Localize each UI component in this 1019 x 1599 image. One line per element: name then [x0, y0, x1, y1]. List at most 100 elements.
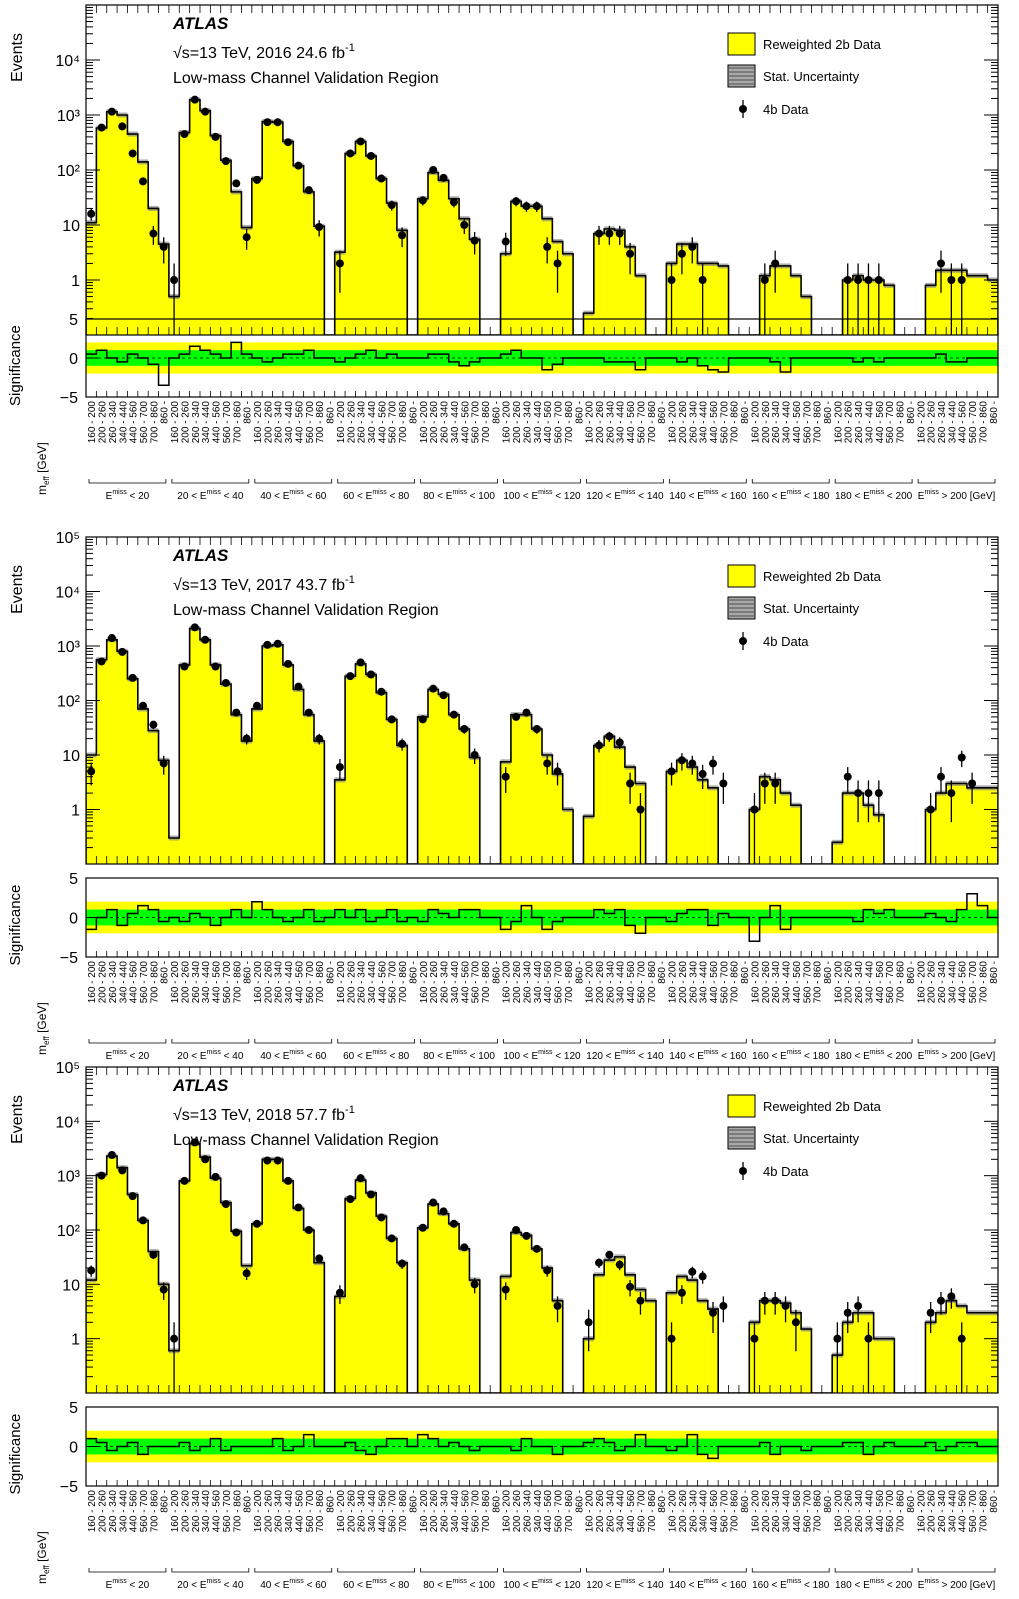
mc-bar — [624, 1274, 636, 1393]
bin-label: 200 - 260 — [678, 961, 689, 1004]
bin-label: 160 - 200 — [336, 961, 347, 1004]
mc-bar — [469, 239, 481, 335]
bin-label: 700 - 860 — [232, 961, 243, 1004]
data-point — [854, 789, 863, 798]
bin-label: 340 - 440 — [118, 961, 129, 1004]
data-point — [615, 738, 624, 747]
bin-label: 340 - 440 — [367, 961, 378, 1004]
data-point — [128, 149, 137, 158]
bin-label: 160 - 200 — [253, 401, 264, 444]
bin-label: 260 - 340 — [191, 1490, 202, 1533]
bin-label: 200 - 260 — [761, 401, 772, 444]
mc-bar — [500, 253, 512, 335]
bin-label: 560 - 700 — [968, 401, 979, 444]
group-label: Emiss > 200 [GeV] — [918, 489, 996, 502]
bin-label: 860 - — [657, 1490, 668, 1513]
legend-label-mc: Reweighted 2b Data — [763, 569, 882, 584]
data-point — [263, 640, 272, 649]
bin-label: 200 - 260 — [927, 401, 938, 444]
group-bracket — [917, 1568, 996, 1573]
bin-label: 860 - — [160, 401, 171, 424]
data-point — [263, 1156, 272, 1165]
region-label: Low-mass Channel Validation Region — [173, 1132, 439, 1149]
bin-label: 340 - 440 — [616, 961, 627, 1004]
data-point — [605, 1250, 614, 1259]
mc-bar — [977, 275, 988, 335]
bin-label: 700 - 860 — [315, 401, 326, 444]
data-point — [294, 682, 303, 691]
group-label: 60 < Emiss < 80 — [343, 1578, 410, 1591]
mc-bar — [635, 1289, 646, 1393]
mc-bar — [396, 1262, 408, 1393]
data-point — [367, 1190, 375, 1199]
bin-label: 260 - 340 — [522, 961, 533, 1004]
data-point — [470, 1280, 479, 1289]
legend-data-marker — [739, 105, 747, 113]
mc-bar — [127, 134, 139, 335]
data-point — [833, 1334, 842, 1343]
bin-label: 860 - — [906, 1490, 917, 1513]
bin-label: 160 - 200 — [916, 961, 927, 1004]
mc-bar — [521, 1235, 532, 1393]
bin-label: 440 - 560 — [875, 961, 886, 1004]
bin-label: 260 - 340 — [688, 1490, 699, 1533]
bin-label: 700 - 860 — [813, 1490, 824, 1533]
data-point — [771, 259, 780, 268]
data-point — [149, 1250, 158, 1259]
bin-label: 260 - 340 — [108, 401, 119, 444]
data-point — [854, 1301, 863, 1310]
bin-label: 260 - 340 — [688, 401, 699, 444]
data-point — [760, 779, 769, 788]
region-label: Low-mass Channel Validation Region — [173, 70, 439, 87]
group-label: 160 < Emiss < 180 — [752, 489, 830, 502]
mc-bar — [438, 694, 450, 864]
bin-label: 200 - 260 — [678, 401, 689, 444]
mc-bar — [231, 191, 242, 335]
bin-label: 700 - 860 — [149, 1490, 160, 1533]
bin-label: 440 - 560 — [543, 961, 554, 1004]
bin-label: 700 - 860 — [481, 961, 492, 1004]
bin-label: 700 - 860 — [398, 1490, 409, 1533]
data-point — [553, 1301, 562, 1310]
group-bracket — [834, 1039, 913, 1044]
data-point — [688, 759, 697, 768]
bin-labels: 160 - 200 200 - 260 260 - 340 340 - 440 440 … — [87, 401, 1000, 444]
mc-bar — [790, 1312, 802, 1393]
bin-label: 200 - 260 — [844, 401, 855, 444]
bin-label: 340 - 440 — [284, 961, 295, 1004]
group-label: 140 < Emiss < 160 — [669, 1049, 747, 1062]
bin-label: 440 - 560 — [294, 401, 305, 444]
mc-bar — [604, 228, 615, 335]
data-point — [760, 276, 769, 284]
data-point — [937, 772, 945, 781]
mc-bar — [293, 689, 304, 864]
data-point — [180, 662, 189, 671]
data-point — [750, 1334, 759, 1343]
bin-label: 200 - 260 — [263, 401, 274, 444]
bin-label: 560 - 700 — [471, 961, 482, 1004]
bin-label: 560 - 700 — [636, 401, 647, 444]
group-bracket — [751, 1039, 830, 1044]
mc-bar — [542, 755, 553, 864]
mc-bar — [552, 773, 564, 864]
bin-label: 860 - — [408, 1490, 419, 1513]
bin-label: 440 - 560 — [377, 961, 388, 1004]
group-bracket — [834, 1568, 913, 1573]
bin-label: 860 - — [657, 401, 668, 424]
bin-label: 860 - — [989, 401, 1000, 424]
bin-label: 560 - 700 — [802, 1490, 813, 1533]
bin-label: 860 - — [989, 961, 1000, 984]
bin-label: 700 - 860 — [978, 1490, 989, 1533]
mc-bar — [314, 741, 325, 864]
data-point — [273, 639, 282, 648]
bin-label: 260 - 340 — [357, 401, 368, 444]
mc-bar — [262, 646, 273, 864]
panel-2017: 1 10 10² 10³ 10⁴ 10⁵ Events ATLAS √s=13 TeV, 201… — [7, 530, 1000, 1062]
mc-bar — [707, 1309, 719, 1393]
bin-label: 560 - 700 — [885, 401, 896, 444]
data-point — [470, 751, 479, 759]
bin-label: 440 - 560 — [626, 961, 637, 1004]
bin-label: 700 - 860 — [813, 961, 824, 1004]
mc-bar — [127, 678, 139, 864]
data-point — [139, 1216, 147, 1225]
